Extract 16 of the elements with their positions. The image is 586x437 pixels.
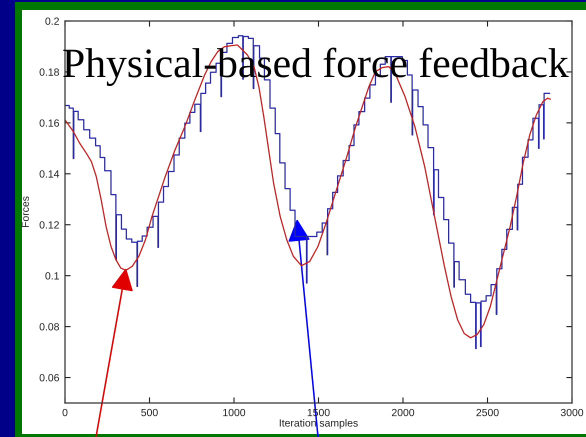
y-tick-label: 0.18 bbox=[40, 68, 59, 76]
x-tick-label: 500 bbox=[141, 408, 158, 416]
y-tick-label: 0.06 bbox=[40, 374, 59, 382]
y-tick-label: 0.16 bbox=[40, 119, 59, 127]
x-tick-label: 2000 bbox=[392, 408, 414, 416]
y-tick-label: 0.2 bbox=[45, 18, 59, 25]
y-axis-title: Forces bbox=[22, 196, 29, 228]
y-tick-label: 0.12 bbox=[40, 221, 59, 229]
y-tick-label: 0.1 bbox=[45, 272, 59, 280]
x-tick-label: 2500 bbox=[476, 408, 499, 416]
y-tick-label: 0.14 bbox=[40, 170, 60, 178]
x-tick-label: 1000 bbox=[223, 408, 246, 416]
x-axis-title: Iteration samples bbox=[280, 419, 358, 429]
x-tick-label: 3000 bbox=[560, 408, 584, 416]
x-tick-label: 0 bbox=[62, 408, 68, 416]
y-tick-label: 0.08 bbox=[40, 323, 59, 330]
